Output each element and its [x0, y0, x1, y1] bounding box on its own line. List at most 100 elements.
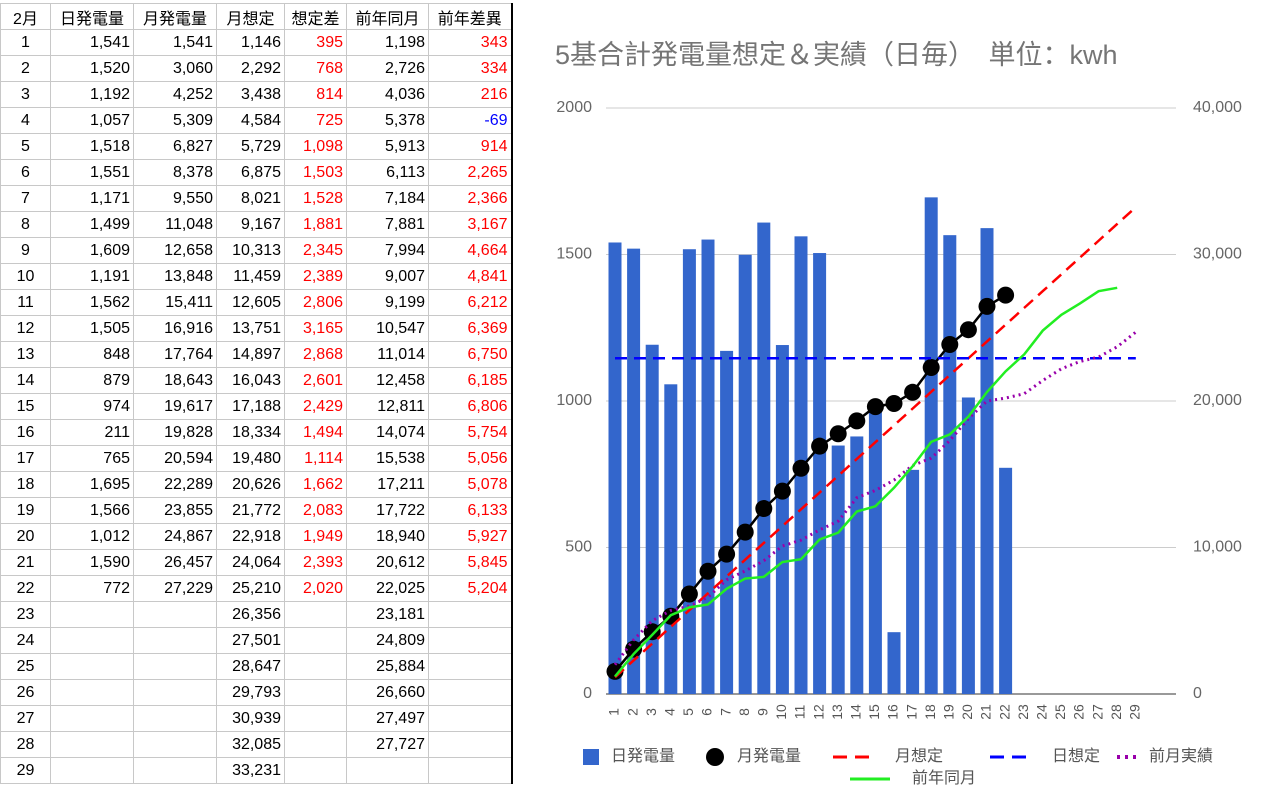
x-tick-label: 9 — [755, 708, 771, 716]
table-cell: 1,503 — [284, 159, 347, 186]
bar — [887, 632, 901, 694]
bar — [645, 344, 659, 694]
table-cell: 19 — [0, 497, 51, 524]
table-cell: 19,617 — [133, 393, 217, 420]
table-cell: 14 — [0, 367, 51, 394]
x-tick-label: 19 — [941, 704, 957, 720]
marker — [680, 585, 698, 603]
legend-swatch — [583, 749, 599, 765]
table-row: 16 211 19,828 18,334 1,494 14,074 5,754 — [0, 419, 512, 446]
table-cell: 1,191 — [50, 263, 134, 290]
legend-label: 前月実績 — [1149, 747, 1213, 765]
table-cell: 6,369 — [428, 315, 512, 342]
header-cell: 想定差 — [284, 3, 347, 30]
table-cell — [428, 731, 512, 758]
table-cell: 27,501 — [216, 627, 285, 654]
table-cell: 16,043 — [216, 367, 285, 394]
marker — [606, 662, 624, 680]
table-cell: 15,538 — [346, 445, 429, 472]
table-cell: 2,806 — [284, 289, 347, 316]
table-cell: 28,647 — [216, 653, 285, 680]
x-tick-label: 11 — [792, 705, 808, 720]
table-cell: 5,754 — [428, 419, 512, 446]
table-cell: 22,918 — [216, 523, 285, 550]
bar — [943, 235, 957, 695]
table-cell: 6,806 — [428, 393, 512, 420]
table-cell: 5,729 — [216, 133, 285, 160]
marker — [811, 437, 829, 455]
table-cell: 22,289 — [133, 471, 217, 498]
table-cell: 19,480 — [216, 445, 285, 472]
table-cell: 1,695 — [50, 471, 134, 498]
table-cell: 16 — [0, 419, 51, 446]
bar — [682, 249, 696, 694]
table-row: 2 1,520 3,060 2,292 768 2,726 334 — [0, 55, 512, 82]
table-row: 26 29,793 26,660 — [0, 679, 512, 706]
marker — [885, 395, 903, 413]
x-tick-label: 21 — [978, 704, 994, 720]
table-row: 8 1,499 11,048 9,167 1,881 7,881 3,167 — [0, 211, 512, 238]
table-row: 7 1,171 9,550 8,021 1,528 7,184 2,366 — [0, 185, 512, 212]
table-cell: 26 — [0, 679, 51, 706]
table-cell — [284, 679, 347, 706]
table-cell: 2,393 — [284, 549, 347, 576]
marker — [904, 383, 922, 401]
table-cell: 27,497 — [346, 705, 429, 732]
table-cell: 13,848 — [133, 263, 217, 290]
table-cell: 3 — [0, 81, 51, 108]
table-cell: 10 — [0, 263, 51, 290]
table-row: 19 1,566 23,855 21,772 2,083 17,722 6,133 — [0, 497, 512, 524]
marker — [773, 482, 791, 500]
table-cell: 5 — [0, 133, 51, 160]
table-cell: 1,609 — [50, 237, 134, 264]
bar — [961, 397, 975, 694]
table-cell: 23,855 — [133, 497, 217, 524]
table-cell: 211 — [50, 419, 134, 446]
table-row: 22 772 27,229 25,210 2,020 22,025 5,204 — [0, 575, 512, 602]
table-cell: 2,389 — [284, 263, 347, 290]
table-cell: 5,927 — [428, 523, 512, 550]
y2-tick-label: 30,000 — [1193, 246, 1242, 263]
y-tick-label: 2000 — [556, 99, 592, 116]
table-cell: 23 — [0, 601, 51, 628]
table-cell: 1,171 — [50, 185, 134, 212]
y2-tick-label: 10,000 — [1193, 539, 1242, 556]
bar — [757, 222, 771, 695]
table-cell: 5,078 — [428, 471, 512, 498]
table-cell: 17,722 — [346, 497, 429, 524]
table-cell: 1,520 — [50, 55, 134, 82]
x-tick-label: 14 — [848, 704, 864, 720]
table-cell: 12,811 — [346, 393, 429, 420]
x-tick-label: 24 — [1034, 704, 1050, 720]
x-tick-label: 2 — [624, 708, 640, 716]
series-line — [614, 286, 1118, 678]
y-tick-label: 1500 — [556, 246, 592, 263]
x-tick-label: 29 — [1127, 704, 1143, 720]
y-tick-label: 1000 — [556, 392, 592, 409]
table-cell: 9,167 — [216, 211, 285, 238]
table-cell: 6,875 — [216, 159, 285, 186]
legend-label: 月発電量 — [737, 747, 801, 765]
table-cell: 10,313 — [216, 237, 285, 264]
table-cell: 18,643 — [133, 367, 217, 394]
table-cell: 20,612 — [346, 549, 429, 576]
header-row: 2月 日発電量 月発電量 月想定 想定差 前年同月 前年差異 — [0, 3, 512, 30]
table-cell: 15 — [0, 393, 51, 420]
chart-title: 5基合計発電量想定＆実績（日毎） 単位：kwh — [555, 40, 1118, 70]
table-cell — [428, 757, 512, 784]
table-cell: 29,793 — [216, 679, 285, 706]
table-cell: 33,231 — [216, 757, 285, 784]
table-cell: 3,165 — [284, 315, 347, 342]
table-body: 1 1,541 1,541 1,146 395 1,198 343 2 1,520 3,060 2,… — [0, 29, 512, 784]
series-line — [614, 206, 1137, 679]
table-cell: 1,881 — [284, 211, 347, 238]
table-cell: 4,584 — [216, 107, 285, 134]
x-tick-label: 18 — [922, 704, 938, 720]
header-cell: 前年差異 — [428, 3, 512, 30]
table-cell: 11,014 — [346, 341, 429, 368]
table-row: 4 1,057 5,309 4,584 725 5,378 -69 — [0, 107, 512, 134]
x-tick-label: 22 — [996, 704, 1012, 720]
bar — [868, 408, 882, 694]
